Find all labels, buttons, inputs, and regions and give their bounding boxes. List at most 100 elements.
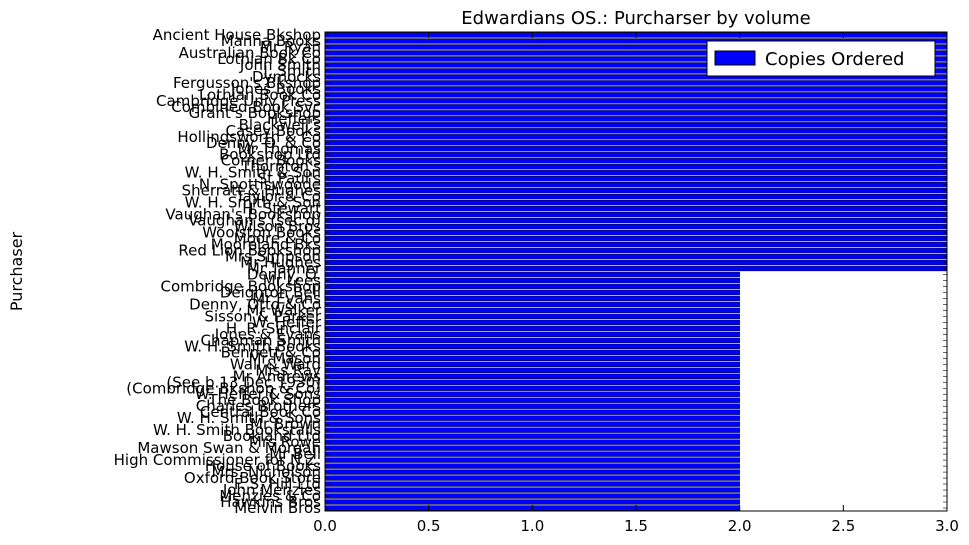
bar: [324, 104, 948, 110]
bar: [324, 271, 740, 278]
category-label: John Menzies: [222, 481, 321, 499]
category-label: Charles Brothers: [196, 397, 321, 415]
category-label: Denny, O. & Co: [206, 134, 321, 152]
category-label: W. Heffer: [252, 313, 322, 331]
category-label: Hollingsworth & Co: [177, 128, 321, 146]
category-label: Mr Evans: [252, 289, 321, 307]
category-label: W. H. Smith & Sons: [177, 409, 321, 427]
category-label: Mawson Swan & Morgan: [137, 439, 321, 457]
bar: [324, 409, 740, 415]
bar: [324, 313, 740, 320]
category-label: Mr Lees: [263, 271, 321, 289]
category-label: Mrs Simpson: [225, 248, 321, 266]
category-label: Lothian Bk Co: [217, 50, 321, 68]
category-label: Oxford Book Store: [184, 469, 321, 487]
bar: [324, 283, 740, 290]
category-label: Mr Bell: [269, 445, 321, 463]
bar: [324, 487, 740, 493]
category-label: Casey Books: [225, 122, 321, 140]
category-label: Corner Books: [221, 152, 322, 170]
bar: [324, 325, 740, 332]
category-label: Chapman Smith: [201, 331, 321, 349]
category-label: Woolston Books: [202, 224, 321, 242]
category-label: W. H. Smith & Son: [185, 194, 321, 212]
category-label: Mr Tanner: [247, 260, 322, 278]
category-label: Mr Thomas: [238, 140, 322, 158]
bar: [324, 373, 740, 379]
bar: [324, 349, 740, 355]
category-label: W. H. Smith Books: [184, 337, 321, 355]
plot-frame: [324, 31, 948, 512]
category-label: Heffers: [267, 110, 321, 128]
bar: [324, 481, 740, 487]
bar: [324, 223, 948, 230]
bar: [324, 415, 740, 421]
category-label: F. S. Hill Ltd: [234, 475, 321, 493]
x-tick-label: 0.0: [313, 517, 337, 535]
bar: [324, 205, 948, 212]
category-label: Manna Books: [221, 32, 321, 50]
legend-label: Copies Ordered: [765, 49, 904, 70]
category-label: Red Lion Bookshop: [178, 242, 321, 260]
bar: [324, 319, 740, 326]
bar: [324, 439, 740, 445]
bar: [324, 463, 740, 469]
category-label: Mrs. Nicholson: [212, 463, 321, 481]
bar: [324, 146, 948, 152]
legend-swatch: [714, 50, 756, 66]
category-label: House of Books: [205, 457, 321, 475]
bar: [324, 92, 948, 98]
bar: [324, 170, 948, 176]
category-label: Deighton Bell: [220, 283, 321, 301]
category-label: Sisson & Parker: [204, 307, 321, 325]
bar: [324, 134, 948, 140]
category-label: Menzies & Co: [219, 487, 321, 505]
category-label: H. Stewart: [242, 200, 321, 218]
bar: [324, 391, 740, 397]
x-tick-label: 2.5: [831, 517, 855, 535]
category-label: Mr Walker: [246, 301, 321, 319]
bar: [324, 301, 740, 308]
category-label: N. Spottiswoode: [199, 176, 321, 194]
x-tick-label: 1.5: [624, 517, 648, 535]
category-label: Blackwell's: [239, 116, 322, 134]
category-label: Thornton's: [240, 158, 321, 176]
bar: [324, 80, 948, 86]
bar: [324, 403, 740, 409]
bar: [324, 211, 948, 218]
bar: [324, 331, 740, 338]
bar: [324, 469, 740, 475]
category-label: Jones & Evans: [214, 325, 321, 343]
category-label: W. H. Smith Bookstalls: [153, 421, 321, 439]
category-label: W. H. Smith & Son: [185, 164, 321, 182]
bar: [324, 493, 740, 499]
category-label: Mr Hughes: [240, 254, 321, 272]
category-label: Denny, O.: [247, 265, 321, 283]
category-label: Dymocks: [252, 68, 321, 86]
bar: [324, 86, 948, 92]
bars-layer: [324, 32, 948, 511]
category-label: Bookland Ltd: [223, 427, 321, 445]
bar: [324, 188, 948, 194]
bar: [324, 337, 740, 344]
bar: [324, 98, 948, 104]
category-label: (Combridge Bkshop & Co): [126, 379, 321, 397]
bar: [324, 235, 948, 242]
category-label: Vaughan's (sec'd): [188, 212, 321, 230]
category-label: Grant's Bookshop: [189, 104, 321, 122]
category-label: Wilson Bros: [234, 218, 321, 236]
bar: [324, 158, 948, 164]
bar: [324, 253, 948, 260]
y-axis-label: Purchaser: [7, 231, 26, 311]
category-label: John Smith: [239, 56, 321, 74]
category-label: Australian Book Co: [179, 44, 321, 62]
category-label: Moore & Co: [234, 230, 321, 248]
category-label: Jones Books: [230, 80, 321, 98]
bar: [324, 128, 948, 134]
bar: [324, 295, 740, 302]
category-label: Mr Brown: [250, 415, 321, 433]
bar: [324, 265, 948, 272]
category-label: Central Book Co: [200, 403, 321, 421]
bar: [324, 176, 948, 182]
